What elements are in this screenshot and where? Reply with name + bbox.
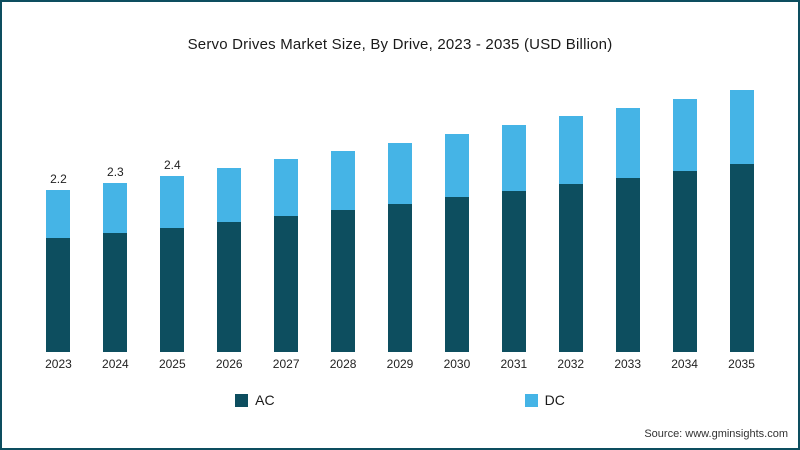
bar-segment-dc [558, 116, 583, 184]
bar-value-label: 2.4 [163, 158, 181, 172]
x-label-2024: 2024 [102, 357, 129, 371]
x-label-2035: 2035 [728, 357, 755, 371]
bar-segment-ac [274, 216, 299, 352]
bar-segment-dc [103, 183, 128, 233]
bar-group-2026 [201, 80, 258, 352]
bar-segment-ac [558, 184, 583, 352]
bar-stack [615, 108, 640, 352]
legend-label-dc: DC [544, 392, 565, 408]
bar-segment-dc [160, 176, 185, 228]
x-label-2030: 2030 [443, 357, 471, 371]
x-label-2029: 2029 [386, 357, 414, 371]
bar-segment-ac [46, 238, 71, 352]
legend-item-dc: DC [524, 392, 565, 408]
legend: AC DC [2, 392, 798, 408]
x-label-2025: 2025 [158, 357, 186, 371]
bar-group-2033 [599, 80, 656, 352]
bar-segment-ac [331, 210, 356, 352]
bar-segment-dc [274, 159, 299, 216]
bar-group-2028 [315, 80, 372, 352]
bar-group-2031 [485, 80, 542, 352]
bar-segment-ac [160, 228, 185, 352]
bar-stack [46, 190, 71, 352]
bar-segment-dc [217, 168, 242, 222]
bar-group-2025: 2.4 [144, 80, 201, 352]
bar-group-2032 [542, 80, 599, 352]
bar-value-label: 2.2 [50, 172, 67, 186]
legend-item-ac: AC [235, 392, 275, 408]
bar-stack [160, 176, 185, 352]
x-label-2033: 2033 [614, 357, 642, 371]
bar-segment-ac [217, 222, 242, 352]
bar-segment-dc [387, 143, 412, 204]
x-label-2026: 2026 [215, 357, 243, 371]
bar-segment-ac [615, 178, 640, 352]
bar-group-2023: 2.2 [30, 80, 87, 352]
bar-group-2035 [713, 80, 770, 352]
bar-segment-ac [103, 233, 128, 352]
bar-segment-dc [615, 108, 640, 178]
bar-segment-dc [46, 190, 71, 238]
x-label-2034: 2034 [671, 357, 698, 371]
x-label-2028: 2028 [329, 357, 357, 371]
x-label-2023: 2023 [45, 357, 72, 371]
legend-swatch-dc [524, 393, 538, 407]
bar-segment-ac [672, 171, 697, 352]
bar-stack [729, 90, 754, 352]
bar-stack [103, 183, 128, 352]
x-label-2031: 2031 [500, 357, 528, 371]
bar-segment-dc [331, 151, 356, 210]
chart-title: Servo Drives Market Size, By Drive, 2023… [187, 36, 613, 53]
legend-label-ac: AC [255, 392, 275, 408]
bar-segment-ac [729, 164, 754, 352]
bar-segment-dc [444, 134, 469, 197]
bar-stack [501, 125, 526, 352]
bar-group-2034 [656, 80, 713, 352]
bar-group-2029 [372, 80, 429, 352]
x-label-2027: 2027 [272, 357, 300, 371]
bar-value-label: 2.3 [107, 165, 124, 179]
bar-stack [444, 134, 469, 352]
bar-stack [274, 159, 299, 352]
bar-stack [387, 143, 412, 352]
bar-segment-dc [501, 125, 526, 191]
bar-segment-dc [729, 90, 754, 164]
x-label-2032: 2032 [557, 357, 585, 371]
bar-segment-ac [501, 191, 526, 352]
bar-stack [672, 99, 697, 352]
bar-stack [217, 168, 242, 352]
bar-segment-dc [672, 99, 697, 171]
bar-stack [558, 116, 583, 352]
bar-group-2030 [428, 80, 485, 352]
bar-group-2024: 2.3 [87, 80, 144, 352]
bar-segment-ac [387, 204, 412, 352]
x-axis-labels: 2023 2024 2025 2026 2027 2028 2029 2030 2031 2032… [30, 357, 770, 371]
plot-area: 2.2 2.3 2.4 [30, 80, 770, 352]
bar-group-2027 [258, 80, 315, 352]
bar-stack [331, 151, 356, 352]
source-note: Source: www.gminsights.com [644, 428, 788, 440]
bar-segment-ac [444, 197, 469, 352]
legend-swatch-ac [235, 393, 249, 407]
